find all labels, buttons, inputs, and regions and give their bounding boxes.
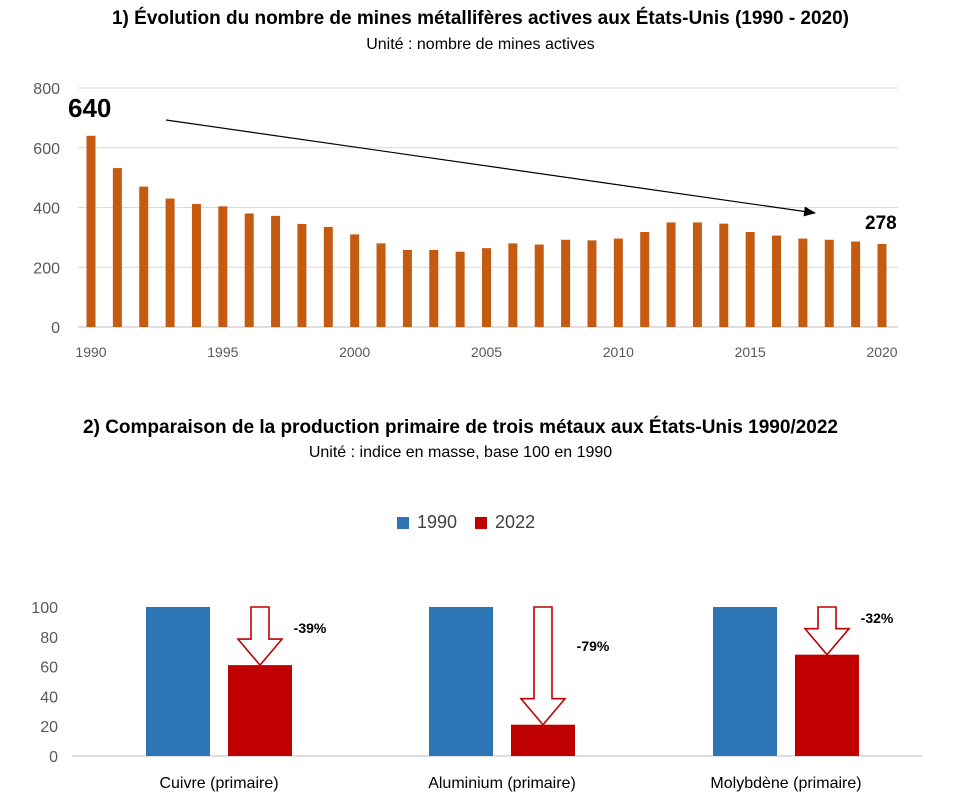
bar-1995	[218, 206, 228, 327]
y-tick-label: 100	[31, 600, 58, 617]
x-tick-label: 2015	[735, 344, 766, 360]
bar-2014	[719, 223, 729, 327]
decline-arrow-1	[519, 606, 567, 726]
bar-2011	[640, 231, 650, 327]
bar-2004	[455, 251, 465, 327]
x-tick-label: 2005	[471, 344, 502, 360]
y-tick-label: 800	[33, 81, 60, 98]
y-tick-label: 40	[40, 689, 58, 706]
bar-1993	[165, 198, 175, 327]
y-tick-label: 200	[33, 260, 60, 277]
bar-2019	[851, 241, 861, 327]
bar-2013	[692, 222, 702, 327]
bar-2008	[561, 239, 571, 327]
category-label: Aluminium (primaire)	[428, 775, 576, 792]
legend-label-1990: 1990	[417, 512, 458, 532]
bar-2022-0	[228, 665, 292, 756]
bar-2010	[613, 238, 623, 327]
trend-arrow	[165, 119, 816, 217]
x-tick-label: 1990	[75, 344, 106, 360]
bar-1999	[323, 226, 333, 327]
bar-2009	[587, 240, 597, 327]
legend-item-2022: 2022	[475, 512, 535, 533]
bar-1990-0	[146, 607, 210, 756]
decline-label-1: -79%	[577, 638, 610, 654]
bar-2006	[508, 243, 518, 327]
bar-2002	[402, 249, 412, 327]
end-value-label: 278	[865, 213, 897, 234]
bar-2018	[824, 239, 834, 327]
bar-1997	[271, 215, 281, 327]
bar-2022-2	[795, 654, 859, 756]
y-tick-label: 20	[40, 719, 58, 736]
mines-bar-chart: 0 200 400 600 800 1990 1995 2000 2005 2010 2015 202…	[33, 81, 898, 360]
bar-2007	[534, 244, 544, 327]
decline-label-2: -32%	[861, 610, 894, 626]
decline-arrow-2	[803, 606, 851, 656]
bar-1990-2	[713, 607, 777, 756]
y-tick-label: 400	[33, 201, 60, 218]
bar-2020	[877, 243, 887, 327]
legend-swatch-1990	[397, 516, 409, 529]
start-value-label: 640	[68, 93, 111, 123]
category-label: Molybdène (primaire)	[710, 775, 861, 792]
y-tick-label: 0	[51, 320, 60, 337]
bar-2016	[772, 235, 782, 327]
bar-2017	[798, 238, 808, 327]
bar-1996	[244, 213, 254, 327]
legend-item-1990: 1990	[397, 512, 457, 533]
bar-2003	[429, 249, 439, 327]
bar-2015	[745, 231, 755, 327]
decline-label-0: -39%	[294, 620, 327, 636]
bar-2005	[482, 248, 491, 327]
bar-1994	[191, 203, 201, 327]
bar-2022-1	[511, 724, 575, 756]
decline-arrow-0	[236, 606, 284, 667]
x-tick-label: 1995	[207, 344, 238, 360]
bar-2001	[376, 243, 386, 327]
chart2-legend: 1990 2022	[397, 512, 545, 533]
chart1-subtitle: Unité : nombre de mines actives	[366, 36, 595, 53]
bar-2000	[350, 234, 360, 327]
chart1-title: 1) Évolution du nombre de mines métallif…	[111, 8, 850, 29]
y-tick-label: 600	[33, 141, 60, 158]
chart2-subtitle: Unité : indice en masse, base 100 en 199…	[308, 444, 613, 461]
bar-1991	[112, 168, 122, 327]
bar-1990	[86, 135, 96, 327]
bar-1990-1	[429, 607, 493, 756]
y-tick-label: 80	[40, 630, 58, 647]
x-tick-label: 2010	[603, 344, 634, 360]
chart2-title: 2) Comparaison de la production primaire…	[83, 417, 838, 438]
category-label: Cuivre (primaire)	[159, 775, 278, 792]
x-tick-label: 2020	[866, 344, 897, 360]
legend-swatch-2022	[475, 516, 488, 529]
bar-1998	[297, 223, 307, 327]
y-tick-label: 60	[40, 660, 58, 677]
x-tick-label: 2000	[339, 344, 370, 360]
legend-label-2022: 2022	[495, 512, 536, 532]
bar-2012	[666, 222, 676, 327]
y-tick-label: 0	[49, 749, 58, 766]
bar-1992	[139, 186, 149, 327]
